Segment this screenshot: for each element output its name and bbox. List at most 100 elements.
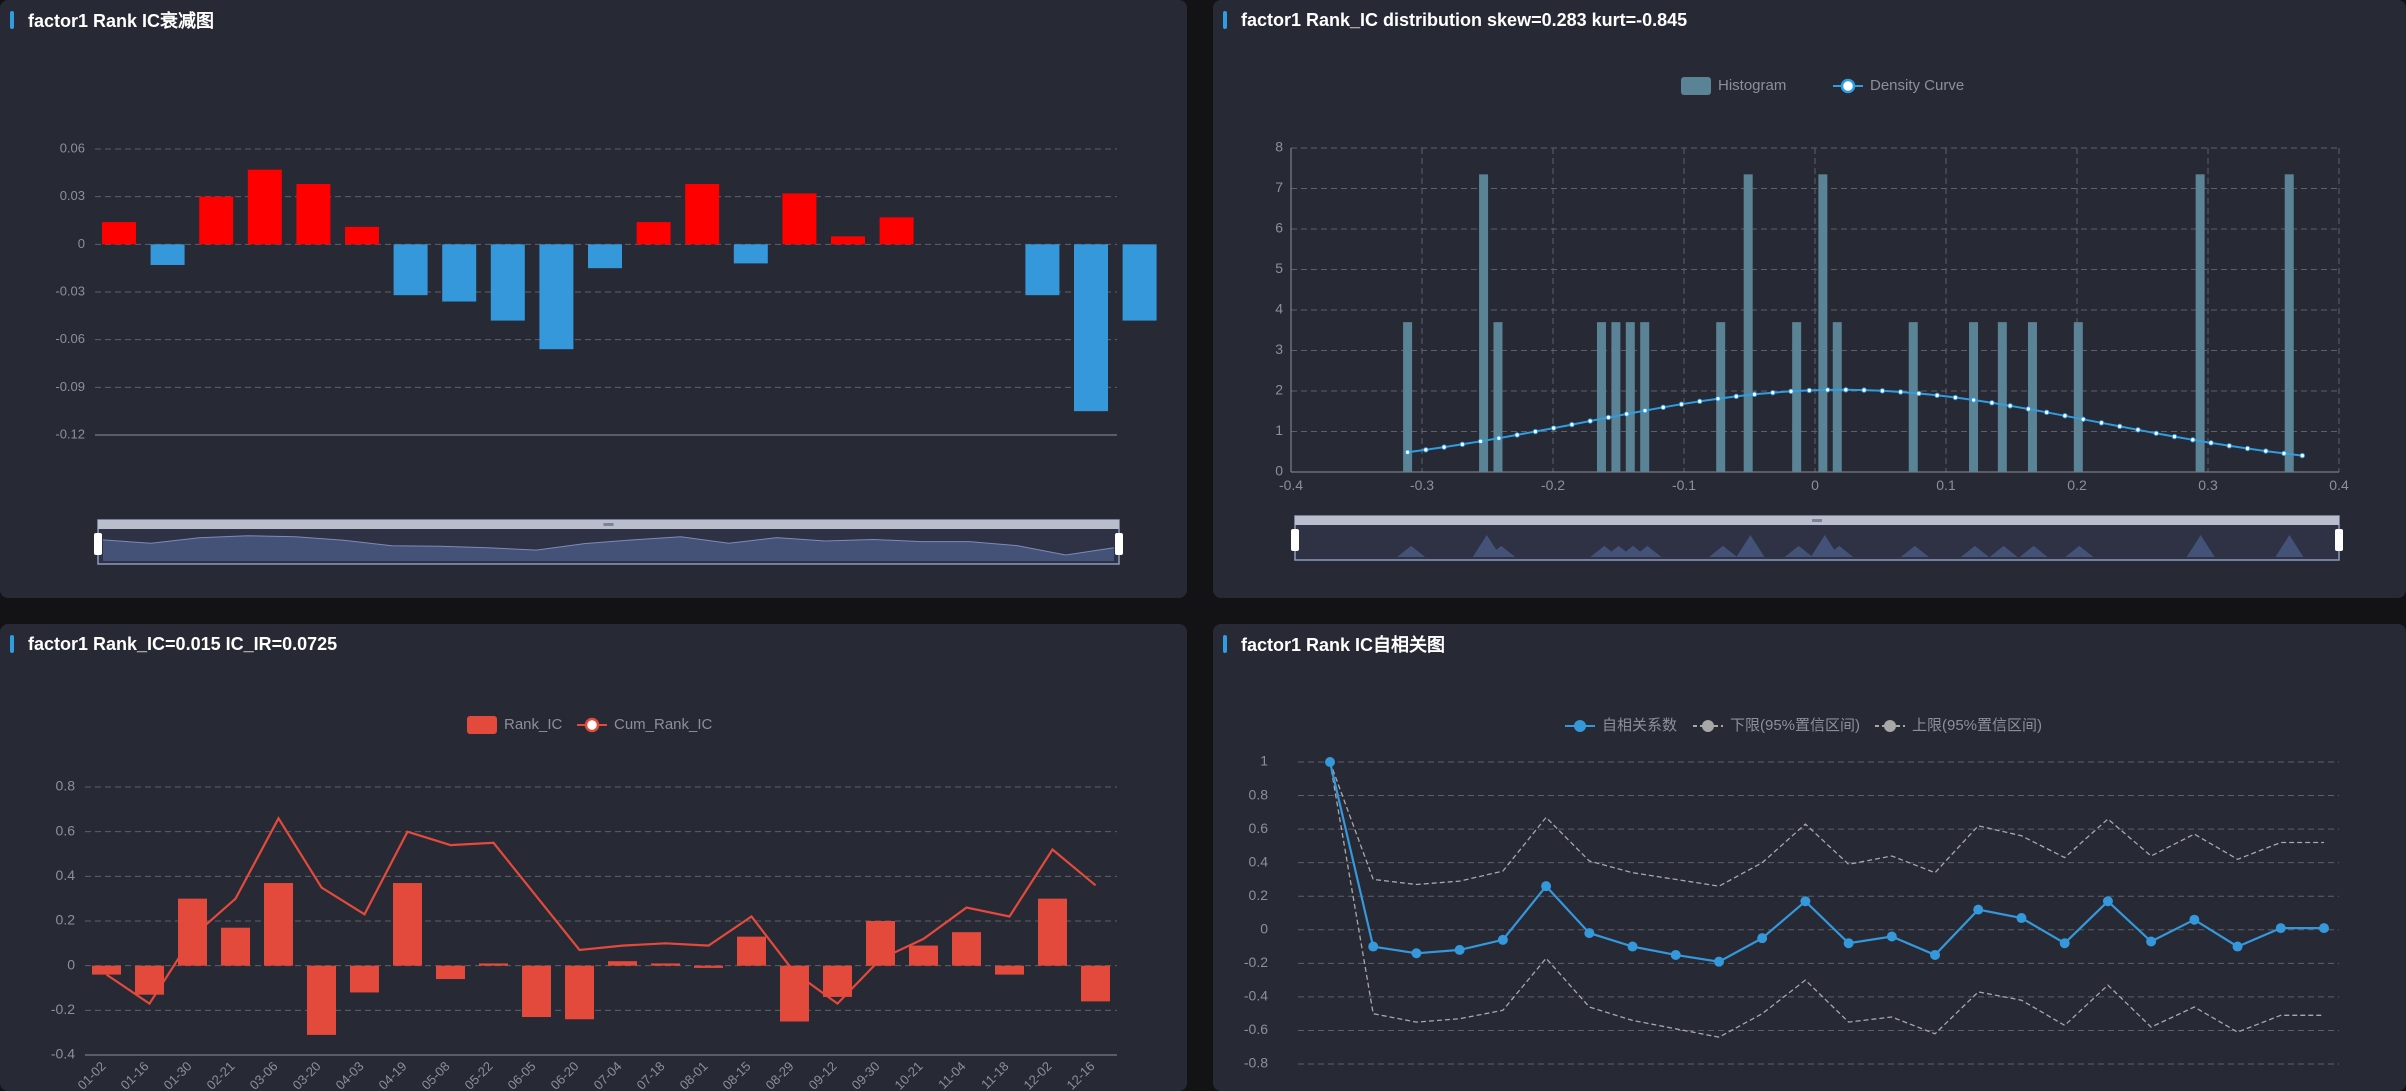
density-curve-point	[1861, 387, 1867, 393]
acf-point	[2016, 913, 2027, 924]
acf-point	[1843, 938, 1854, 949]
legend-acf-marker[interactable]	[1574, 720, 1586, 732]
density-curve-point	[1514, 432, 1520, 438]
acf-line	[1328, 761, 2324, 963]
distribution-chart: Histogram Density Curve 0 1 2 3 4 5 6 7 8 -0.4 -0.3 -…	[1275, 77, 2349, 561]
histogram-bar	[1832, 322, 1842, 472]
x-tick-label: 12-02	[1021, 1059, 1055, 1091]
density-curve-point	[2062, 413, 2068, 419]
rank-ic-bar	[952, 932, 981, 966]
acf-point	[1973, 904, 1984, 915]
x-tick-label: 01-30	[161, 1059, 195, 1091]
y-tick-label: 5	[1275, 260, 1283, 276]
density-curve-point	[2226, 443, 2232, 449]
y-tick-label: 8	[1275, 139, 1283, 155]
rank-ic-bar	[479, 963, 508, 966]
decay-bar	[442, 244, 477, 302]
density-curve-point	[1532, 428, 1539, 435]
density-curve-point	[1751, 391, 1758, 398]
rank-ic-decay-panel: factor1 Rank IC衰减图 0.06 0.03 0 -0.03 -0.06 -0…	[0, 0, 1187, 598]
density-curve-point	[1660, 404, 1666, 411]
histogram-bar	[1596, 322, 1606, 472]
acf-point	[1325, 757, 1335, 767]
x-tick-label: -0.4	[1279, 477, 1303, 493]
rank-ic-bar	[264, 883, 293, 966]
density-curve-point	[1806, 387, 1813, 394]
acf-point	[2102, 896, 2113, 907]
density-curve-point	[1441, 444, 1447, 450]
title-accent	[10, 11, 14, 29]
legend-rank-ic-swatch[interactable]	[467, 716, 497, 734]
decay-bar	[345, 226, 379, 245]
y-tick-label: 0.6	[1249, 820, 1269, 836]
legend-cum-label: Cum_Rank_IC	[614, 716, 713, 733]
density-curve-point	[1879, 388, 1886, 394]
y-tick-label: -0.2	[51, 1001, 75, 1017]
acf-point	[1497, 934, 1508, 945]
legend-upper-marker[interactable]	[1884, 720, 1896, 732]
acf-point	[2189, 914, 2200, 925]
histogram-bar	[2195, 174, 2205, 472]
data-zoom-bar-grip	[1812, 519, 1822, 522]
x-tick-label: 04-19	[376, 1059, 410, 1091]
x-tick-label: 07-18	[634, 1059, 668, 1091]
data-zoom-left-handle[interactable]	[94, 533, 102, 555]
histogram-bar	[1493, 322, 1503, 472]
y-tick-label: 2	[1275, 382, 1283, 398]
legend-histogram-swatch[interactable]	[1681, 77, 1711, 95]
rank-ic-bar	[995, 965, 1024, 975]
x-tick-label: 12-16	[1064, 1059, 1098, 1091]
histogram-bar	[2284, 174, 2294, 472]
histogram-bar	[1625, 322, 1635, 472]
density-curve-point	[2299, 452, 2306, 459]
y-tick-label: -0.4	[1244, 988, 1268, 1004]
density-curve-point	[2281, 450, 2287, 457]
density-curve-point	[1605, 414, 1612, 421]
data-zoom-left-handle[interactable]	[1291, 529, 1299, 551]
title-accent	[10, 635, 14, 653]
title-accent	[1223, 635, 1227, 653]
density-curve-point	[2208, 440, 2214, 446]
density-curve-point	[1477, 438, 1484, 445]
decay-bar	[296, 183, 331, 245]
density-curve-point	[1550, 425, 1557, 431]
density-curve-point	[2117, 423, 2123, 430]
density-curve-point	[1624, 411, 1630, 417]
legend-acf-label: 自相关系数	[1602, 717, 1677, 734]
y-tick-label: 3	[1275, 341, 1283, 357]
y-tick-label: -0.12	[55, 426, 85, 441]
legend-density-marker[interactable]	[1840, 78, 1856, 94]
decay-bar-chart: 0.06 0.03 0 -0.03 -0.06 -0.09 -0.12	[55, 140, 1157, 565]
data-zoom-preview-line	[102, 535, 1115, 556]
legend-upper-label: 上限(95%置信区间)	[1912, 717, 2042, 734]
rank-ic-bar	[135, 965, 164, 995]
density-curve-point	[2171, 433, 2178, 440]
x-tick-label: 03-06	[247, 1059, 281, 1091]
acf-point	[2059, 938, 2070, 949]
legend-lower-marker[interactable]	[1702, 720, 1714, 732]
data-zoom-right-handle[interactable]	[2335, 529, 2343, 551]
cum-rank-ic-line	[105, 816, 1097, 1006]
x-tick-label: 0.2	[2067, 477, 2087, 493]
y-tick-label: 0.2	[56, 912, 76, 928]
y-tick-label: 0.4	[1249, 853, 1269, 869]
y-tick-label: 1	[1260, 753, 1268, 769]
density-curve-point	[2135, 427, 2141, 433]
histogram-bar	[1792, 322, 1802, 472]
acf-point	[2146, 936, 2157, 947]
density-curve-point	[1459, 441, 1466, 448]
data-zoom-bar-grip	[603, 523, 614, 526]
y-tick-label: 4	[1275, 301, 1283, 317]
y-tick-label: 0	[67, 956, 75, 972]
y-tick-label: 0	[1260, 920, 1268, 936]
density-curve-point	[2025, 406, 2032, 412]
legend-cum-marker[interactable]	[584, 717, 600, 733]
density-curve-point	[1697, 398, 1703, 405]
density-curve-point	[1715, 396, 1721, 402]
acf-point	[1713, 956, 1724, 967]
data-zoom-right-handle[interactable]	[1115, 533, 1123, 555]
histogram-bar	[2027, 322, 2037, 472]
decay-bar	[1025, 244, 1060, 296]
rank-ic-bar	[221, 927, 250, 966]
x-tick-label: 04-03	[333, 1059, 367, 1091]
